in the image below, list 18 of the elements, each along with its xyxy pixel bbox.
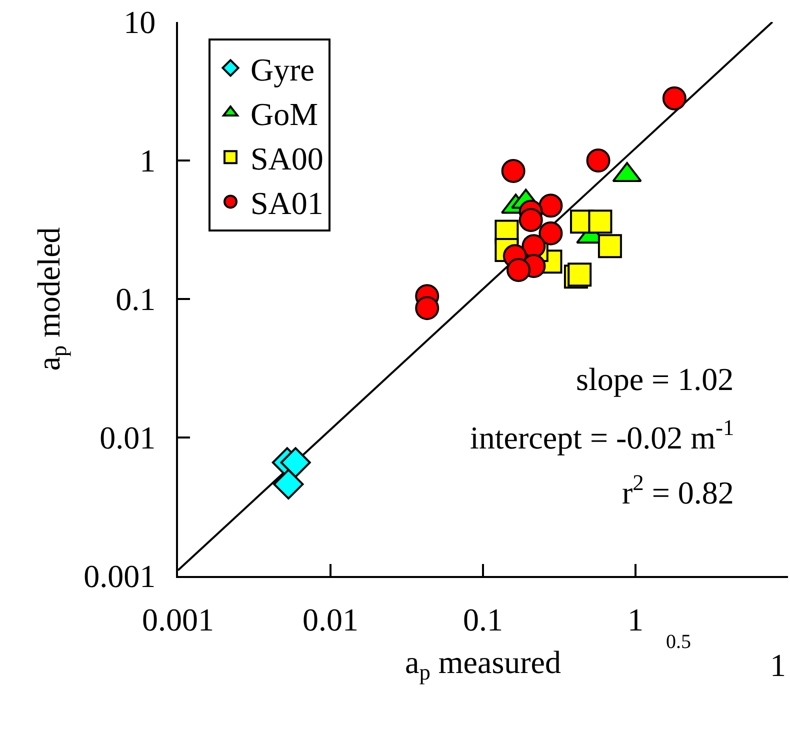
y-tick-label: 0.1 xyxy=(116,281,156,318)
legend-label: GoM xyxy=(250,96,318,132)
x-axis-title: a$_{p}$ measured xyxy=(404,644,562,685)
annotation: intercept = -0.02 m$^{-1}$ xyxy=(470,415,734,456)
x-tick-label: 0.1 xyxy=(463,601,503,638)
legend-label: SA01 xyxy=(250,185,324,222)
text: 1 xyxy=(770,647,786,683)
text: 0.5 xyxy=(666,631,691,653)
y-tick-label: 10 xyxy=(124,4,156,40)
y-tick-label: 0.001 xyxy=(84,558,156,594)
x-tick-label: 0.01 xyxy=(302,601,358,638)
x-tick-label: 1 xyxy=(628,601,644,638)
y-tick-label: 0.01 xyxy=(100,420,156,456)
legend-label: Gyre xyxy=(250,51,314,88)
legend-label: SA00 xyxy=(250,140,324,177)
annotation: r$^{2}$ = 0.82 xyxy=(622,470,734,510)
annotation: slope = 1.02 xyxy=(576,361,734,397)
y-tick-label: 1 xyxy=(140,142,156,179)
